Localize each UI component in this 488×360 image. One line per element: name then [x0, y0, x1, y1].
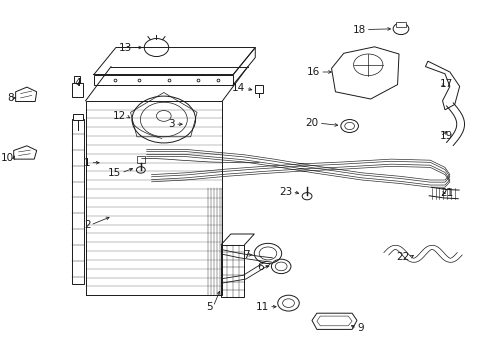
- Text: 7: 7: [242, 250, 249, 260]
- Bar: [74, 76, 80, 83]
- Text: 13: 13: [119, 42, 132, 53]
- Bar: [72, 83, 83, 97]
- Text: 3: 3: [168, 119, 175, 129]
- Text: 16: 16: [306, 67, 320, 77]
- Text: 23: 23: [279, 186, 292, 197]
- Text: 12: 12: [113, 111, 126, 121]
- Text: 9: 9: [356, 323, 363, 333]
- Text: 15: 15: [108, 168, 121, 178]
- Text: 2: 2: [83, 220, 90, 230]
- Text: 10: 10: [0, 153, 14, 163]
- Text: 5: 5: [206, 302, 213, 312]
- Bar: [72, 119, 84, 284]
- Text: 19: 19: [439, 131, 452, 141]
- Text: 17: 17: [439, 78, 452, 89]
- Text: 20: 20: [305, 118, 318, 128]
- Text: 6: 6: [257, 262, 264, 272]
- Bar: [73, 114, 82, 120]
- Bar: [221, 245, 244, 297]
- FancyBboxPatch shape: [255, 85, 263, 93]
- Text: 4: 4: [74, 78, 81, 88]
- Text: 11: 11: [255, 302, 268, 312]
- Text: 21: 21: [439, 188, 452, 198]
- Text: 22: 22: [396, 252, 409, 262]
- Text: 8: 8: [7, 93, 14, 103]
- Text: 1: 1: [83, 158, 90, 168]
- Text: 14: 14: [232, 83, 245, 93]
- Text: 18: 18: [352, 24, 365, 35]
- FancyBboxPatch shape: [395, 22, 405, 27]
- FancyBboxPatch shape: [94, 75, 233, 85]
- FancyBboxPatch shape: [137, 156, 144, 163]
